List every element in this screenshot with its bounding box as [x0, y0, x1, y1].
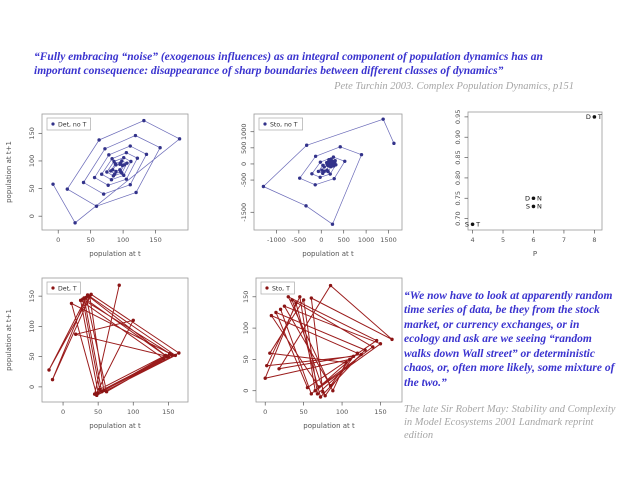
svg-text:N: N: [537, 203, 542, 211]
svg-text:100: 100: [28, 320, 36, 332]
svg-text:Sto, no T: Sto, no T: [270, 122, 298, 129]
svg-text:N: N: [537, 195, 542, 203]
svg-text:0.75: 0.75: [454, 191, 462, 205]
svg-text:150: 150: [149, 236, 161, 244]
chart-svg: 0 50 100 150 0 50 100 150 population at t populat…: [5, 277, 189, 430]
svg-text:0.85: 0.85: [454, 150, 462, 164]
svg-text:-500: -500: [240, 173, 248, 188]
svg-text:1000: 1000: [358, 236, 375, 244]
svg-text:1000: 1000: [240, 123, 248, 140]
top-quote-attribution: Pete Turchin 2003. Complex Population Dy…: [334, 80, 574, 92]
top-quote-block: “Fully embracing “noise” (exogenous infl…: [34, 50, 590, 94]
bottom-quote: “We now have to look at apparently rando…: [404, 290, 615, 389]
svg-text:population at t: population at t: [89, 422, 141, 430]
svg-text:7: 7: [562, 236, 566, 244]
svg-text:0: 0: [28, 214, 36, 218]
plot-det-no-t: 0 50 100 150 0 50 100 150 population at t populat…: [2, 104, 200, 268]
svg-text:100: 100: [28, 155, 36, 167]
svg-text:100: 100: [336, 408, 348, 416]
top-quote: “Fully embracing “noise” (exogenous infl…: [34, 51, 543, 78]
svg-text:Det, T: Det, T: [58, 286, 77, 293]
svg-text:500: 500: [240, 142, 248, 154]
svg-text:-500: -500: [291, 236, 306, 244]
svg-text:population at t+1: population at t+1: [5, 309, 13, 371]
svg-text:6: 6: [531, 236, 535, 244]
svg-text:T: T: [597, 113, 602, 121]
svg-text:50: 50: [28, 184, 36, 192]
svg-text:0: 0: [319, 236, 323, 244]
svg-text:D: D: [586, 113, 591, 121]
svg-text:Det, no T: Det, no T: [58, 122, 87, 129]
svg-text:-1000: -1000: [267, 236, 286, 244]
plot-sto-t: 0 50 100 150 0 50 100 150 population at t Sto, T: [216, 268, 414, 444]
svg-text:0: 0: [61, 408, 65, 416]
svg-text:T: T: [475, 221, 480, 229]
plot-sto-no-t: -1000 -500 0 500 1000 1500 -1500 -500 0 500 1000 po…: [210, 104, 416, 268]
svg-text:0.90: 0.90: [454, 130, 462, 144]
svg-text:100: 100: [117, 236, 129, 244]
svg-text:150: 150: [242, 291, 250, 303]
plot-parameter-summary: 4 5 6 7 8 0.70 0.75 0.80 0.85 0.90 0.95 P D T D N S N S T: [422, 100, 612, 272]
svg-text:0: 0: [240, 162, 248, 166]
bottom-quote-attribution: The late Sir Robert May: Stability and C…: [404, 404, 616, 441]
svg-text:100: 100: [127, 408, 139, 416]
svg-text:50: 50: [300, 408, 308, 416]
svg-text:0: 0: [28, 385, 36, 389]
svg-text:5: 5: [501, 236, 505, 244]
svg-text:S: S: [526, 203, 530, 211]
svg-text:100: 100: [242, 322, 250, 334]
svg-text:500: 500: [337, 236, 349, 244]
svg-text:150: 150: [28, 127, 36, 139]
svg-text:0.95: 0.95: [454, 110, 462, 124]
svg-text:D: D: [525, 195, 530, 203]
plot-det-t: 0 50 100 150 0 50 100 150 population at t populat…: [2, 268, 200, 444]
svg-text:150: 150: [28, 290, 36, 302]
svg-text:150: 150: [374, 408, 386, 416]
chart-svg: 0 50 100 150 0 50 100 150 population at t Sto, T: [242, 277, 403, 430]
svg-text:8: 8: [592, 236, 596, 244]
svg-text:-1500: -1500: [240, 203, 248, 222]
svg-text:50: 50: [94, 408, 102, 416]
svg-text:50: 50: [28, 352, 36, 360]
svg-text:Sto, T: Sto, T: [272, 286, 290, 293]
svg-text:0: 0: [242, 389, 250, 393]
svg-text:population at t: population at t: [303, 422, 355, 430]
svg-text:P: P: [533, 250, 537, 258]
svg-text:S: S: [465, 221, 469, 229]
svg-text:0.80: 0.80: [454, 171, 462, 185]
svg-text:50: 50: [87, 236, 95, 244]
svg-text:0: 0: [263, 408, 267, 416]
chart-svg: 0 50 100 150 0 50 100 150 population at t populat…: [5, 113, 189, 258]
svg-text:4: 4: [470, 236, 474, 244]
chart-svg: -1000 -500 0 500 1000 1500 -1500 -500 0 500 1000 po…: [240, 113, 403, 258]
svg-text:population at t: population at t: [89, 250, 141, 258]
svg-text:1500: 1500: [380, 236, 397, 244]
svg-text:population at t: population at t: [302, 250, 354, 258]
svg-text:50: 50: [242, 355, 250, 363]
svg-text:150: 150: [162, 408, 174, 416]
svg-text:population at t+1: population at t+1: [5, 141, 13, 203]
svg-text:0: 0: [56, 236, 60, 244]
svg-text:0.70: 0.70: [454, 211, 462, 225]
